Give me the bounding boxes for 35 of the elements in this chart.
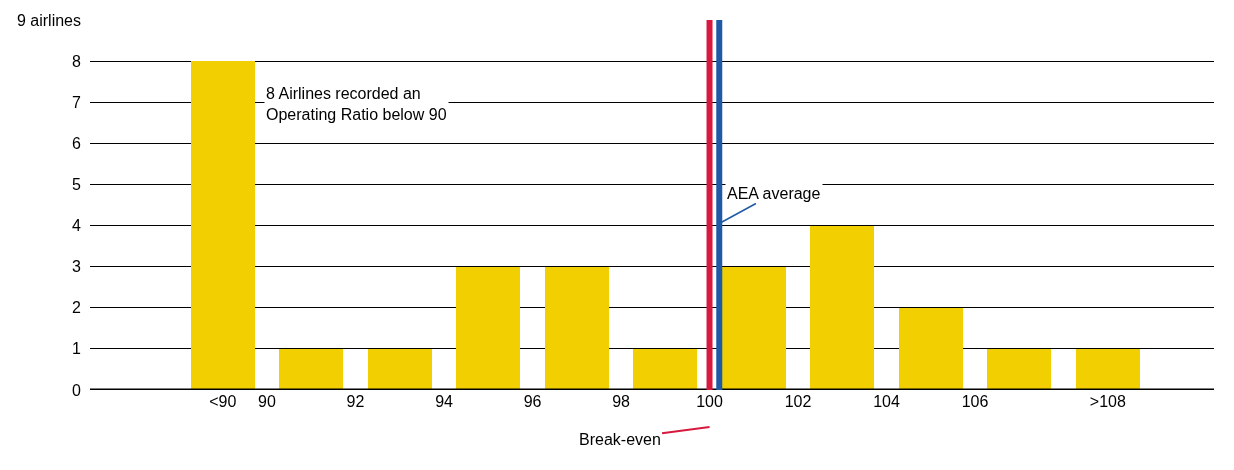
y-tick-label: 2 <box>72 299 82 317</box>
bar <box>987 349 1051 390</box>
x-tick-label: 98 <box>612 393 631 410</box>
bar <box>633 349 697 390</box>
legend-label: Break-even <box>579 431 661 448</box>
bar <box>545 267 609 390</box>
bar <box>722 267 786 390</box>
bar <box>368 349 432 390</box>
x-tick-label: 96 <box>523 393 542 410</box>
bar <box>456 267 520 390</box>
x-tick-label: 100 <box>696 393 723 410</box>
x-tick-label: >108 <box>1089 393 1126 410</box>
x-tick-label: 104 <box>873 393 900 410</box>
bar <box>191 61 255 390</box>
x-tick-label: 106 <box>961 393 989 410</box>
y-tick-label: 7 <box>72 93 82 111</box>
y-tick-label: 6 <box>72 134 82 152</box>
bar <box>1076 349 1140 390</box>
x-tick-label: 102 <box>784 393 812 410</box>
y-tick-label: 4 <box>72 217 82 235</box>
bar <box>899 308 963 390</box>
bar <box>810 226 874 390</box>
x-tick-label: <90 <box>209 393 237 410</box>
x-tick-label: 90 <box>258 393 277 410</box>
y-tick-label: 8 <box>72 52 82 70</box>
y-tick-label: 1 <box>72 340 82 358</box>
x-tick-label: 92 <box>346 393 365 410</box>
y-tick-label: 5 <box>72 176 82 194</box>
ref-line-label: AEA average <box>727 185 821 202</box>
y-tick-label: 0 <box>72 381 82 399</box>
y-tick-label: 3 <box>72 258 82 276</box>
y-tick-label: 9 airlines <box>16 11 81 29</box>
annotation: 8 Airlines recorded an Operating Ratio below 90 <box>266 85 447 123</box>
bar <box>279 349 343 390</box>
x-tick-label: 94 <box>435 393 454 410</box>
